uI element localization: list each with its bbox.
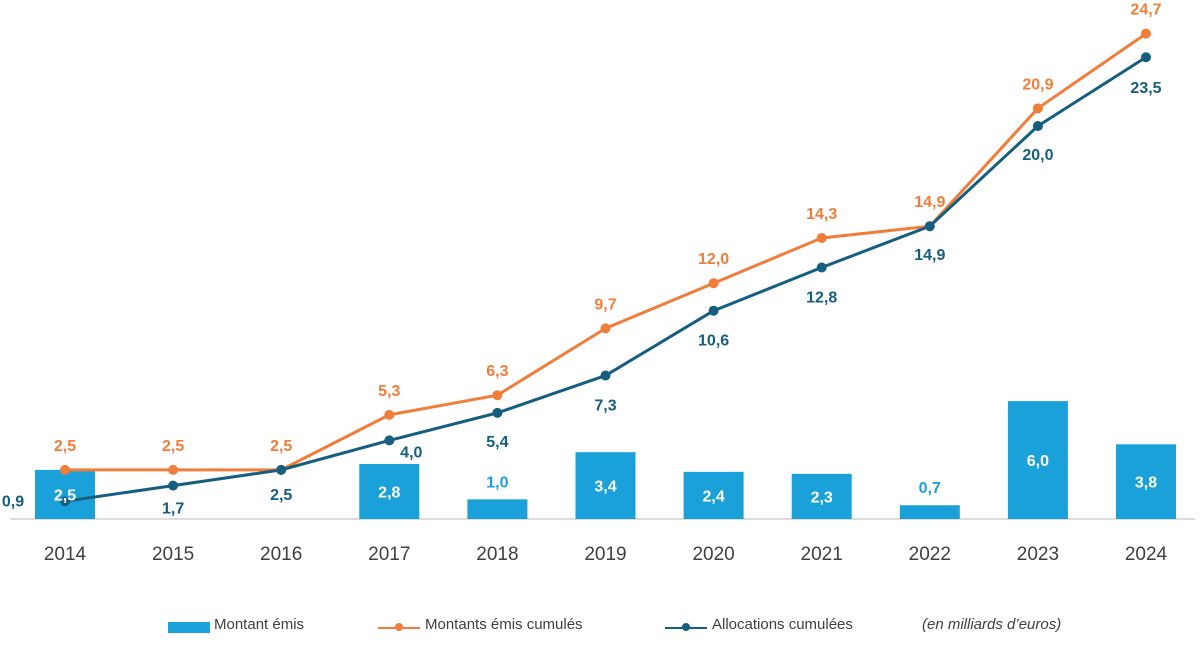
bar-data-label: 6,0 bbox=[1027, 453, 1049, 470]
x-tick-label: 2016 bbox=[260, 544, 302, 565]
x-tick-label: 2023 bbox=[1017, 544, 1059, 565]
line-point bbox=[816, 262, 827, 273]
bar-data-label: 3,8 bbox=[1135, 475, 1157, 492]
line-cumulative-allocations bbox=[64, 55, 1147, 503]
line-point bbox=[1032, 121, 1043, 131]
line-data-label: 7,3 bbox=[594, 398, 616, 415]
legend-line2-label: Allocations cumulées bbox=[712, 616, 853, 633]
bar bbox=[899, 505, 960, 519]
legend-line1-label: Montants émis cumulés bbox=[425, 616, 583, 633]
line-point bbox=[924, 221, 935, 232]
x-tick-label: 2019 bbox=[584, 544, 626, 565]
x-tick-label: 2015 bbox=[152, 544, 194, 565]
line-data-label: 2,5 bbox=[270, 438, 292, 455]
line-point bbox=[168, 480, 179, 491]
bar bbox=[35, 469, 95, 519]
bar bbox=[359, 463, 420, 519]
bar-data-label: 2,4 bbox=[702, 488, 724, 505]
x-tick-label: 2024 bbox=[1125, 544, 1168, 565]
bar bbox=[683, 471, 744, 519]
line-data-label: 0,9 bbox=[2, 493, 24, 510]
line-point bbox=[1032, 103, 1043, 114]
line-data-label: 1,7 bbox=[162, 501, 184, 518]
line-point bbox=[168, 464, 179, 475]
x-tick-label: 2021 bbox=[801, 544, 843, 565]
line-data-label: 5,4 bbox=[486, 434, 508, 451]
x-tick-label: 2018 bbox=[476, 544, 518, 565]
legend-bar-swatch bbox=[168, 622, 210, 633]
unit-note: (en milliards d’euros) bbox=[922, 616, 1062, 633]
x-tick-labels: 2014 2015 2016 2017 2018 2019 2020 2021 2022 2023… bbox=[44, 544, 1168, 565]
bar bbox=[1007, 401, 1068, 519]
line-data-label: 12,8 bbox=[806, 289, 837, 306]
bar-data-label: 2,8 bbox=[378, 484, 400, 501]
line-point bbox=[708, 278, 719, 289]
bar-data-label: 3,4 bbox=[594, 479, 616, 496]
line-data-label: 9,7 bbox=[594, 296, 616, 313]
line-data-label: 14,9 bbox=[914, 247, 945, 264]
line-data-label: 2,5 bbox=[270, 487, 292, 504]
bar-data-label: 2,5 bbox=[54, 487, 76, 504]
bar-data-label: 0,7 bbox=[919, 480, 941, 497]
line-point bbox=[492, 407, 503, 418]
line-data-label: 23,5 bbox=[1130, 80, 1161, 97]
line-point bbox=[1141, 52, 1151, 63]
bar bbox=[1116, 444, 1176, 519]
x-tick-label: 2017 bbox=[368, 544, 410, 565]
line-point bbox=[816, 233, 827, 244]
bar bbox=[575, 452, 636, 519]
line-point bbox=[276, 464, 287, 475]
line-series bbox=[60, 28, 1151, 507]
bar-data-label: 2,3 bbox=[811, 489, 833, 506]
line-data-label: 20,9 bbox=[1022, 76, 1053, 93]
legend-line1-marker bbox=[395, 623, 403, 631]
bar bbox=[791, 473, 852, 519]
line-point bbox=[384, 409, 395, 420]
x-tick-label: 2022 bbox=[909, 544, 951, 565]
line-data-label: 6,3 bbox=[486, 363, 508, 380]
x-tick-label: 2020 bbox=[692, 544, 734, 565]
line-point bbox=[600, 370, 611, 381]
bar-series bbox=[35, 401, 1176, 519]
line-data-label: 10,6 bbox=[698, 333, 729, 350]
line-point bbox=[492, 390, 503, 401]
line-data-label: 24,7 bbox=[1130, 2, 1161, 19]
line-data-label: 14,9 bbox=[914, 194, 945, 211]
bar bbox=[467, 499, 528, 519]
line-data-label: 2,5 bbox=[162, 438, 184, 455]
line-data-label: 14,3 bbox=[806, 206, 837, 223]
line-point bbox=[600, 323, 611, 334]
line-data-label: 4,0 bbox=[400, 444, 422, 461]
line-point bbox=[1141, 28, 1151, 39]
legend-line2-marker bbox=[682, 623, 690, 631]
line-data-label: 20,0 bbox=[1022, 147, 1053, 164]
x-tick-label: 2014 bbox=[44, 544, 87, 565]
line-point bbox=[384, 435, 395, 446]
line-point bbox=[60, 496, 70, 507]
combo-chart: 2014 2015 2016 2017 2018 2019 2020 2021 2022 2023… bbox=[2, 2, 1195, 565]
line-data-label: 12,0 bbox=[698, 251, 729, 268]
legend: Montant émis Montants émis cumulés Alloc… bbox=[0, 612, 1200, 642]
legend-bar-label: Montant émis bbox=[214, 616, 305, 633]
data-labels: 2,5 2,8 1,0 3,4 2,4 2,3 0,7 6,0 3,8 2,5 2,5 2,5 5,3 6… bbox=[2, 2, 1162, 518]
line-point bbox=[60, 464, 70, 475]
line-point bbox=[708, 305, 719, 316]
bar-data-label: 1,0 bbox=[486, 474, 508, 491]
line-data-label: 5,3 bbox=[378, 383, 400, 400]
line-data-label: 2,5 bbox=[54, 438, 76, 455]
